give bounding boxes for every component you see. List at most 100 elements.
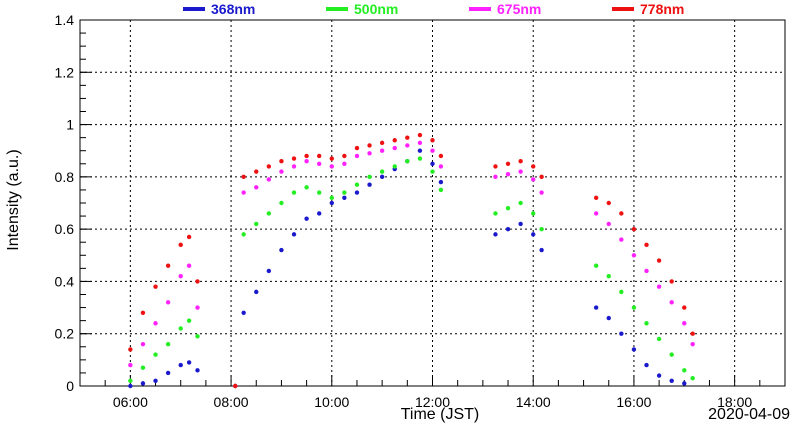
data-point bbox=[279, 247, 284, 253]
data-point bbox=[493, 174, 498, 180]
data-point bbox=[430, 169, 435, 174]
y-tick-label: 1.4 bbox=[55, 12, 75, 28]
data-point bbox=[254, 169, 259, 174]
data-point bbox=[153, 321, 158, 326]
data-point bbox=[438, 179, 444, 185]
legend-swatch bbox=[469, 7, 491, 11]
data-point bbox=[619, 211, 624, 216]
data-point bbox=[254, 185, 259, 190]
y-tick-labels: 0 0.2 0.4 0.6 0.8 1 1.2 1.4 bbox=[55, 12, 75, 394]
data-point bbox=[417, 156, 423, 161]
data-point bbox=[438, 187, 444, 193]
legend: 368nm 500nm 675nm 778nm bbox=[183, 1, 684, 17]
data-point bbox=[505, 226, 511, 232]
data-point bbox=[606, 315, 611, 321]
data-point bbox=[342, 161, 347, 166]
data-point bbox=[128, 362, 133, 368]
date-label: 2020-04-09 bbox=[708, 406, 790, 423]
data-point bbox=[279, 158, 284, 164]
data-point bbox=[690, 375, 695, 381]
data-point bbox=[342, 195, 347, 200]
data-point bbox=[505, 172, 511, 177]
x-tick-label: 10:00 bbox=[314, 394, 349, 410]
data-point bbox=[493, 232, 498, 237]
data-point bbox=[593, 263, 599, 268]
data-point bbox=[178, 274, 183, 279]
legend-label: 675nm bbox=[497, 1, 541, 17]
data-point bbox=[631, 305, 637, 310]
data-point bbox=[367, 174, 372, 180]
data-point bbox=[631, 347, 637, 352]
y-tick-label: 0.8 bbox=[55, 169, 75, 185]
data-point bbox=[342, 153, 347, 159]
data-point bbox=[405, 143, 410, 148]
data-series bbox=[128, 132, 695, 389]
data-point bbox=[140, 381, 146, 386]
data-point bbox=[379, 169, 385, 174]
data-point bbox=[593, 211, 599, 216]
data-point bbox=[186, 234, 192, 240]
data-point bbox=[430, 161, 435, 166]
data-point bbox=[165, 341, 171, 347]
data-point bbox=[304, 158, 309, 164]
x-tick-label: 12:00 bbox=[415, 394, 450, 410]
data-point bbox=[367, 143, 372, 148]
data-point bbox=[539, 174, 544, 180]
data-point bbox=[153, 352, 158, 357]
data-point bbox=[195, 334, 200, 339]
data-point bbox=[430, 148, 435, 153]
data-point bbox=[690, 331, 695, 336]
data-point bbox=[342, 190, 347, 195]
y-axis-title: Intensity (a.u.) bbox=[5, 149, 22, 250]
data-point bbox=[656, 373, 662, 378]
data-point bbox=[241, 310, 246, 315]
x-tick-labels: 06:00 08:00 10:00 12:00 14:00 16:00 18:00 bbox=[113, 394, 753, 410]
y-tick-label: 0.2 bbox=[55, 326, 75, 342]
data-point bbox=[254, 289, 259, 295]
data-point bbox=[518, 221, 523, 227]
data-point bbox=[379, 148, 385, 153]
data-point bbox=[531, 164, 536, 169]
data-point bbox=[291, 232, 297, 237]
data-point bbox=[354, 190, 360, 195]
data-point bbox=[241, 190, 246, 195]
y-tick-label: 1.2 bbox=[55, 64, 75, 80]
data-point bbox=[644, 242, 649, 248]
data-point bbox=[438, 164, 444, 169]
data-point bbox=[644, 321, 649, 326]
legend-label: 500nm bbox=[354, 1, 398, 17]
data-point bbox=[304, 185, 309, 190]
data-point bbox=[682, 368, 687, 373]
data-point bbox=[669, 352, 674, 357]
data-point bbox=[241, 232, 246, 237]
x-tick-label: 06:00 bbox=[113, 394, 148, 410]
data-point bbox=[178, 362, 183, 368]
data-point bbox=[593, 305, 599, 310]
data-point bbox=[178, 326, 183, 331]
data-point bbox=[606, 221, 611, 227]
data-point bbox=[165, 300, 171, 305]
y-tick-label: 0.4 bbox=[55, 273, 75, 289]
data-point bbox=[186, 263, 192, 268]
data-point bbox=[329, 195, 334, 200]
data-point bbox=[128, 347, 133, 352]
data-point bbox=[644, 362, 649, 368]
data-point bbox=[329, 156, 334, 161]
data-point bbox=[493, 211, 498, 216]
data-point bbox=[417, 132, 423, 138]
grid bbox=[80, 20, 785, 386]
data-point bbox=[417, 148, 423, 153]
data-point bbox=[316, 211, 322, 216]
x-tick-label: 16:00 bbox=[616, 394, 651, 410]
data-point bbox=[682, 381, 687, 386]
legend-swatch bbox=[326, 7, 348, 11]
data-point bbox=[316, 190, 322, 195]
data-point bbox=[690, 341, 695, 347]
data-point bbox=[518, 169, 523, 174]
data-point bbox=[539, 247, 544, 253]
data-point bbox=[367, 151, 372, 156]
legend-label: 368nm bbox=[211, 1, 255, 17]
data-point bbox=[195, 305, 200, 310]
data-point bbox=[619, 331, 624, 336]
data-point bbox=[329, 164, 334, 169]
